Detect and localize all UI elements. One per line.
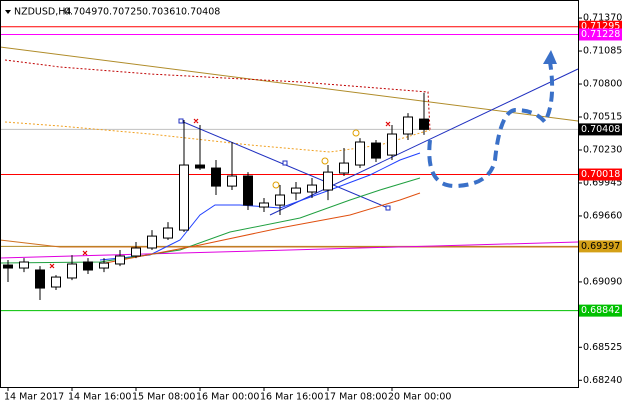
y-tick-label: 0.69660 — [583, 210, 622, 221]
y-tick-label: 0.68240 — [583, 375, 622, 386]
level-label-box — [579, 28, 622, 41]
header-low: 0.70361 — [142, 7, 181, 18]
level-label-box — [579, 123, 622, 136]
candle-body — [115, 255, 125, 265]
x-tick-label: 15 Mar 08:00 — [132, 392, 195, 403]
plot-frame — [0, 0, 579, 388]
circle-markers — [272, 129, 360, 189]
candle-body — [211, 167, 221, 187]
x-tick-label: 20 Mar 00:00 — [388, 392, 451, 403]
y-tick-label: 0.71370 — [583, 13, 622, 24]
menu-triangle — [5, 10, 11, 14]
x-tick-label: 16 Mar 16:00 — [260, 392, 323, 403]
level-label: 0.70018 — [581, 169, 620, 180]
chart-title: NZDUSD,H4 — [14, 7, 71, 18]
level-label: 0.71228 — [581, 29, 620, 40]
candle-body — [83, 261, 93, 271]
candle-body — [323, 171, 333, 191]
x-tick-label: 16 Mar 00:00 — [196, 392, 259, 403]
candle-body — [147, 235, 157, 249]
moving-average — [99, 152, 421, 261]
candle-body — [227, 175, 237, 187]
candle-body — [19, 261, 29, 269]
level-label: 0.71295 — [581, 21, 620, 32]
candle-body — [179, 164, 189, 231]
y-tick-label: 0.69945 — [583, 177, 622, 188]
candle-body — [355, 141, 365, 166]
candle-body — [243, 175, 253, 206]
candle-body — [131, 247, 141, 257]
candle-body — [163, 227, 173, 239]
level-label: 0.70408 — [581, 124, 620, 135]
anchor — [282, 160, 288, 166]
forecast-arrow — [427, 61, 555, 189]
level-label-box — [579, 20, 622, 33]
magenta-trend — [0, 241, 579, 259]
moving-average — [0, 177, 421, 264]
markers — [49, 118, 391, 269]
candle-body — [307, 184, 317, 193]
candle-body — [387, 133, 397, 156]
header-close: 0.70408 — [181, 7, 220, 18]
level-label-box — [579, 304, 622, 317]
candle-body — [339, 162, 349, 174]
header-high: 0.70725 — [103, 7, 142, 18]
level-label-box — [579, 168, 622, 181]
level-label-box — [579, 240, 622, 253]
y-tick-label: 0.70230 — [583, 144, 622, 155]
x-tick-label: 14 Mar 2017 — [4, 392, 64, 403]
drawings — [0, 46, 579, 269]
candle-body — [99, 262, 109, 269]
header-open: 0.70497 — [64, 7, 103, 18]
level-label: 0.68842 — [581, 305, 620, 316]
arrow-head — [543, 50, 557, 64]
dotted-line — [4, 59, 431, 131]
candle-body — [3, 264, 13, 269]
candle-body — [291, 187, 301, 194]
x-tick-label: 14 Mar 16:00 — [68, 392, 131, 403]
y-tick-label: 0.69090 — [583, 276, 622, 287]
y-tick-label: 0.68525 — [583, 342, 622, 353]
y-tick-label: 0.71085 — [583, 46, 622, 57]
anchor — [178, 118, 184, 124]
anchor — [385, 205, 391, 211]
x-tick-label: 17 Mar 08:00 — [324, 392, 387, 403]
trend-line — [0, 46, 579, 122]
level-label: 0.69397 — [581, 241, 620, 252]
candle-body — [275, 194, 285, 206]
candle-body — [35, 269, 45, 289]
candle-body — [419, 118, 429, 130]
candle-body — [51, 276, 61, 288]
candle-body — [371, 142, 381, 159]
candle-body — [67, 263, 77, 279]
candle-body — [403, 116, 413, 135]
y-tick-label: 0.70515 — [583, 112, 622, 123]
y-tick-label: 0.70800 — [583, 79, 622, 90]
blue-trend — [269, 68, 579, 216]
moving-average — [99, 192, 421, 265]
candle-body — [259, 202, 269, 208]
candle-body — [195, 164, 205, 169]
